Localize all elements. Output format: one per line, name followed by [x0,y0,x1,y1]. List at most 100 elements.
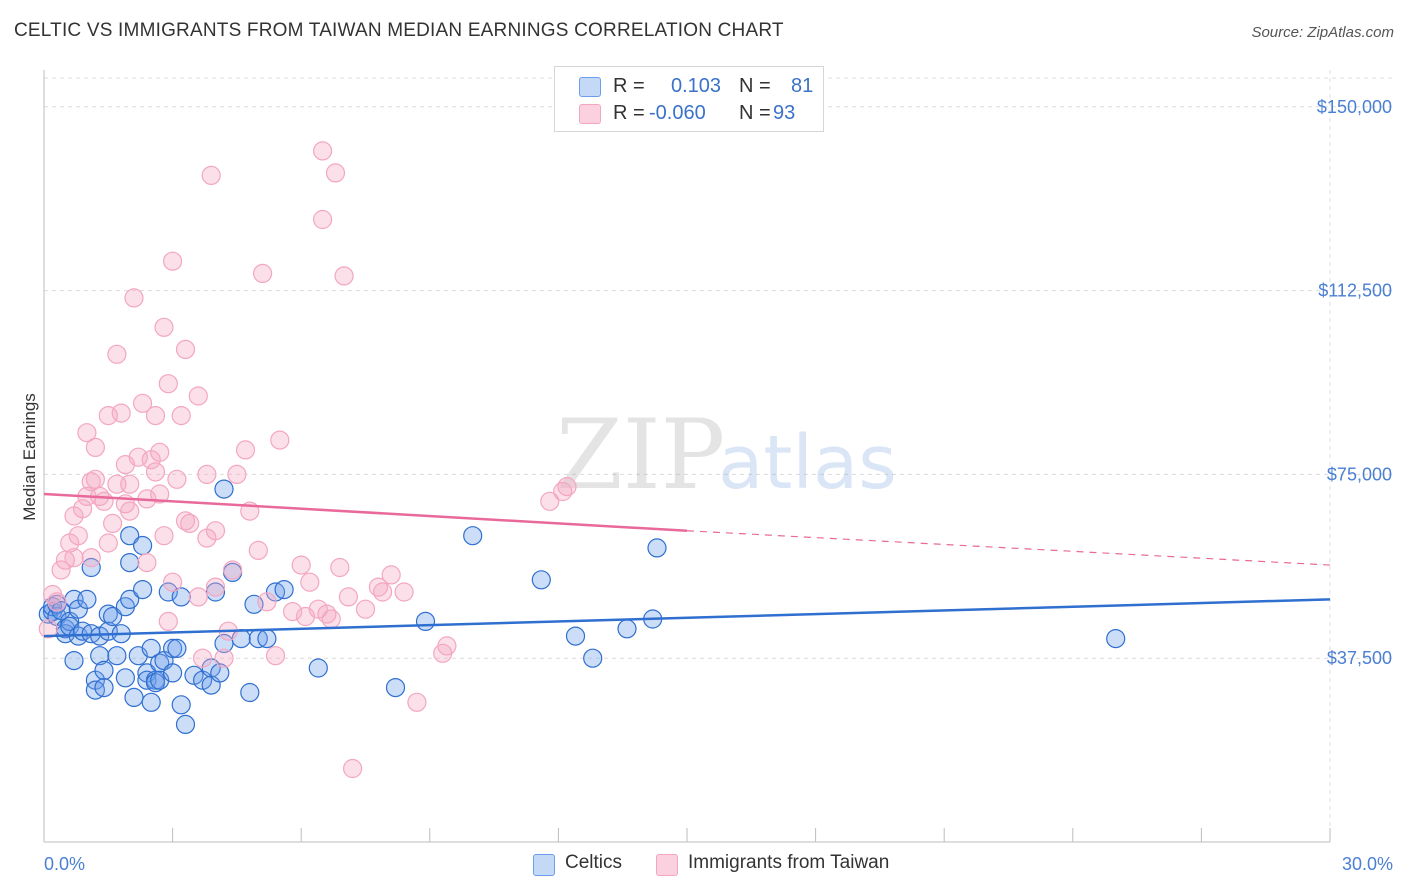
watermark-zip: ZIP [556,399,725,511]
data-point [77,589,97,610]
data-point [308,658,328,678]
data-point [313,209,333,230]
y-tick-label: $150,000 [1317,97,1392,117]
data-point [94,660,114,681]
data-point [163,572,183,592]
data-point [248,540,268,561]
data-point [647,538,667,558]
data-point [300,572,320,592]
tick-labels: $37,500 $75,000 $112,500 $150,000 0.0% 30.0% M… [20,97,1393,874]
trend-line-taiwan [43,492,688,532]
data-point [223,560,243,580]
data-point [107,646,127,666]
data-point [343,758,363,779]
bottom-legend-swatch-celtics [533,854,555,876]
data-point [235,440,256,460]
data-point [214,648,234,668]
data-point [145,462,166,482]
legend-r-label: R = [613,75,645,97]
data-point [98,533,118,553]
data-point [158,374,178,394]
bottom-legend-label-taiwan: Immigrants from Taiwan [688,852,890,873]
watermark-atlas: atlas [718,420,897,506]
data-point [77,423,97,443]
y-tick-label: $75,000 [1327,464,1392,484]
data-point [437,636,457,656]
data-point [540,491,560,511]
data-point [47,592,67,612]
data-point [102,606,123,627]
legend-swatch-celtics [579,77,601,97]
data-point [407,692,427,712]
data-point [188,587,208,607]
data-point [137,552,157,573]
chart-title: CELTIC VS IMMIGRANTS FROM TAIWAN MEDIAN … [14,20,784,41]
legend-r-value: 0.103 [671,75,722,97]
data-point [141,638,161,659]
data-point [334,266,354,286]
data-point [257,592,277,612]
axes [43,70,1331,843]
x-tick-label: 0.0% [44,854,85,874]
data-point [171,406,191,426]
data-point [291,555,311,575]
data-point [124,288,144,308]
data-point [150,484,170,504]
data-point [240,682,260,703]
y-tick-label: $37,500 [1327,648,1392,668]
data-point [381,565,401,585]
data-point [321,609,341,629]
data-point [210,663,230,683]
data-point [120,501,140,521]
data-point [325,163,346,183]
data-point [214,479,234,499]
data-point [64,548,84,568]
data-point [385,677,406,698]
data-point [133,535,153,556]
bottom-legend-swatch-taiwan [656,854,678,876]
data-point [163,638,183,659]
data-point [193,648,213,668]
trend-line-taiwan-extension [686,530,1331,566]
data-point [373,582,393,602]
data-point [171,587,191,607]
data-point [90,646,110,666]
y-tick-label: $112,500 [1318,281,1392,301]
legend-n-label: N = [739,102,771,124]
data-point [180,513,200,534]
bottom-legend-label-celtics: Celtics [565,852,623,873]
data-point [415,611,436,632]
data-point [175,339,196,359]
data-point [163,663,183,683]
data-point [81,548,101,568]
data-point [313,141,333,161]
data-point [227,464,247,484]
data-point [85,437,106,457]
data-point [124,687,144,708]
data-point [167,638,187,659]
data-point [583,648,603,668]
legend-n-value: 81 [791,75,814,97]
data-point [257,628,277,649]
data-point [115,668,136,688]
data-point [163,251,183,271]
data-point [270,430,290,450]
data-point [253,263,273,283]
data-point [175,714,196,735]
data-point [133,393,153,413]
data-point [463,526,483,546]
data-point [150,442,170,462]
data-point [120,552,140,573]
data-point [557,477,577,497]
data-point [171,695,191,715]
data-point [154,526,174,546]
x-tick-label: 30.0% [1342,854,1393,874]
data-point [145,406,166,426]
data-point [38,619,58,639]
series-celtics [38,479,1126,735]
data-point [81,557,101,578]
data-point [51,560,71,580]
data-point [102,513,123,534]
legend-swatch-taiwan [579,104,601,124]
